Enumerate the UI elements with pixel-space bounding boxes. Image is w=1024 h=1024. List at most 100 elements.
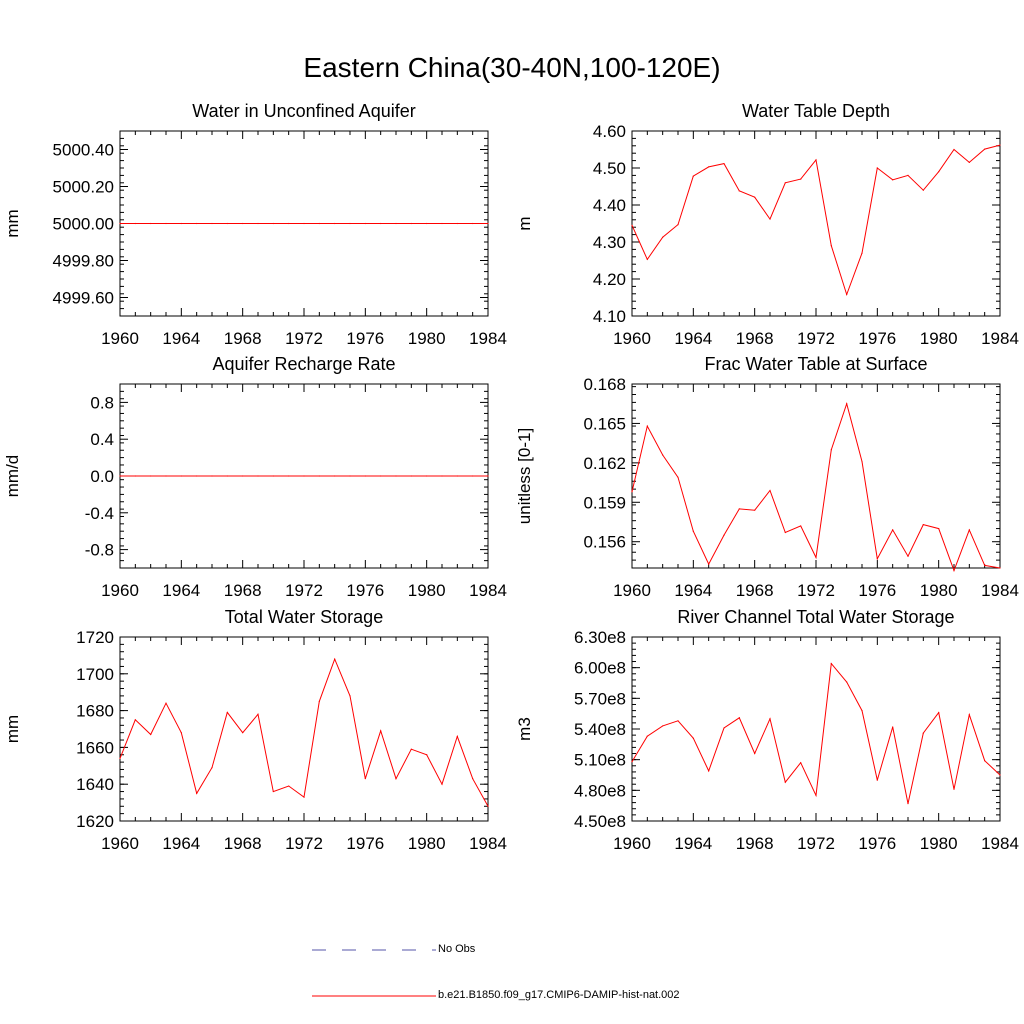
y-tick-label: 0.165	[583, 414, 626, 433]
data-point	[723, 534, 725, 536]
data-point	[922, 524, 924, 526]
data-point	[892, 529, 894, 531]
data-point	[723, 162, 725, 165]
y-tick-label: 0.0	[90, 467, 114, 486]
data-point	[662, 236, 664, 238]
data-point	[410, 222, 412, 225]
data-point	[456, 222, 458, 225]
data-point	[876, 558, 878, 560]
data-point	[861, 710, 863, 712]
data-point	[754, 196, 756, 198]
data-point	[631, 491, 633, 493]
data-point	[211, 475, 213, 477]
data-point	[662, 454, 664, 456]
x-tick-label: 1960	[101, 581, 139, 600]
x-tick-label: 1972	[285, 834, 323, 853]
data-point	[472, 222, 474, 225]
y-tick-label: 4.50e8	[574, 812, 626, 831]
x-tick-label: 1984	[469, 581, 507, 600]
data-point	[196, 475, 198, 477]
data-point	[692, 737, 694, 739]
data-point	[334, 658, 336, 660]
chart-title-3: Aquifer Recharge Rate	[212, 354, 396, 374]
x-tick-label: 1984	[981, 834, 1019, 853]
chart-panel-5: 1960 1964 1968 1972 1976 1980 1984 1620 1640 1660…	[3, 628, 507, 853]
series-line-1	[631, 401, 1001, 573]
x-tick-label: 1964	[162, 834, 200, 853]
y-tick-label: -0.4	[85, 504, 114, 523]
data-point	[180, 732, 182, 734]
data-point	[134, 719, 136, 721]
data-point	[830, 449, 832, 451]
data-point	[226, 222, 228, 225]
data-point	[226, 475, 228, 477]
data-point	[953, 148, 955, 151]
data-point	[226, 711, 228, 714]
data-point	[708, 166, 710, 168]
data-point	[180, 222, 182, 225]
data-point	[754, 509, 756, 511]
data-point	[257, 713, 259, 715]
x-tick-label: 1960	[101, 834, 139, 853]
y-tick-label: 6.00e8	[574, 659, 626, 678]
chart-panel-2: 1960 1964 1968 1972 1976 1980 1984 4.10 4.20 4.30…	[515, 122, 1019, 348]
data-point	[441, 222, 443, 225]
data-point	[953, 788, 955, 790]
x-tick-label: 1980	[408, 834, 446, 853]
data-point	[800, 178, 802, 180]
x-tick-label: 1964	[674, 329, 712, 348]
data-point	[876, 779, 878, 781]
data-point	[907, 555, 909, 557]
data-point	[938, 712, 940, 714]
data-point	[410, 475, 412, 477]
data-point	[631, 761, 633, 763]
x-tick-label: 1964	[162, 581, 200, 600]
y-tick-label: 1640	[76, 775, 114, 794]
x-tick-label: 1984	[981, 581, 1019, 600]
data-point	[662, 725, 664, 727]
y-tick-label: -0.8	[85, 541, 114, 560]
x-tick-label: 1972	[797, 329, 835, 348]
data-point	[953, 570, 955, 572]
series-line-1	[119, 657, 489, 807]
chart-title-1: Water in Unconfined Aquifer	[192, 101, 416, 121]
x-tick-label: 1980	[920, 329, 958, 348]
data-point	[288, 222, 290, 225]
y-tick-label: 0.4	[90, 430, 114, 449]
y-tick-label: 5.10e8	[574, 751, 626, 770]
y-tick-label: 4999.60	[53, 289, 114, 308]
data-point	[272, 222, 274, 225]
data-point	[456, 475, 458, 477]
x-tick-label: 1976	[858, 581, 896, 600]
plot-frame	[119, 636, 489, 822]
data-point	[938, 527, 940, 530]
chart-title-5: Total Water Storage	[224, 607, 384, 627]
data-point	[426, 754, 428, 756]
x-tick-label: 1976	[858, 329, 896, 348]
data-point	[861, 460, 863, 463]
x-tick-label: 1976	[346, 581, 384, 600]
y-tick-label: 1620	[76, 812, 114, 831]
data-point	[646, 425, 648, 427]
y-tick-label: 0.168	[583, 375, 626, 394]
x-tick-label: 1968	[736, 834, 774, 853]
data-point	[938, 171, 940, 173]
y-tick-label: 4.40	[593, 196, 626, 215]
x-tick-label: 1968	[224, 329, 262, 348]
data-point	[196, 222, 198, 225]
y-tick-label: 0.162	[583, 454, 626, 473]
data-point	[846, 403, 848, 405]
data-point	[349, 475, 351, 477]
y-tick-label: 4.20	[593, 270, 626, 289]
data-point	[150, 733, 152, 736]
data-point	[815, 159, 817, 161]
data-point	[150, 222, 152, 225]
data-point	[907, 803, 909, 805]
data-point	[800, 525, 802, 527]
data-point	[892, 726, 894, 728]
data-point	[242, 475, 244, 477]
data-point	[242, 222, 244, 225]
data-point	[984, 564, 986, 566]
x-tick-label: 1964	[674, 581, 712, 600]
